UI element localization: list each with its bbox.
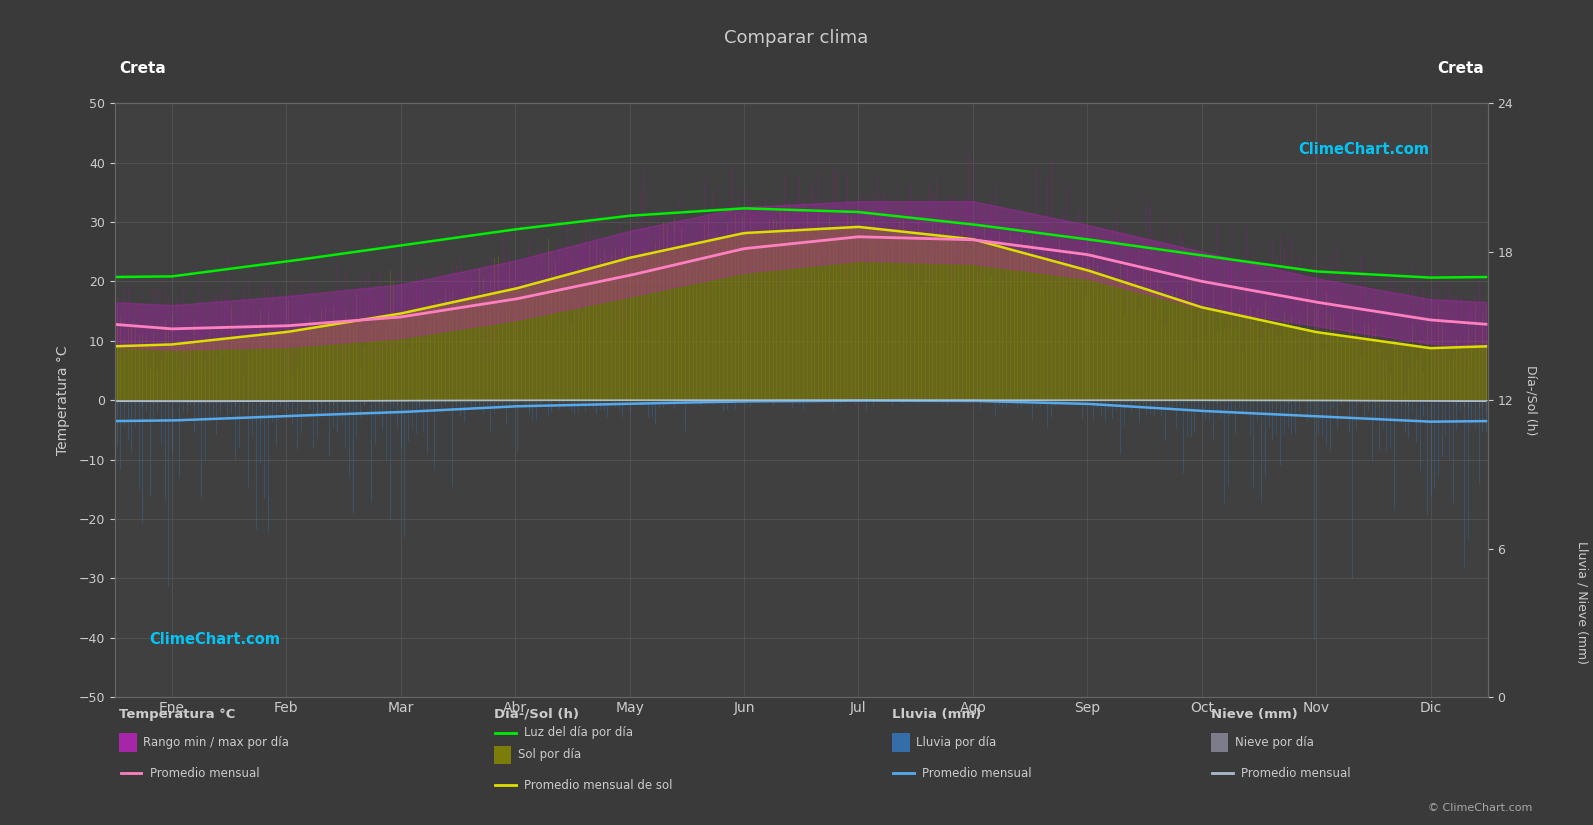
Text: Día-/Sol (h): Día-/Sol (h) xyxy=(494,708,578,721)
Text: Nieve por día: Nieve por día xyxy=(1235,736,1314,749)
Text: Promedio mensual: Promedio mensual xyxy=(150,766,260,780)
Y-axis label: Temperatura °C: Temperatura °C xyxy=(56,346,70,455)
Y-axis label: Día-/Sol (h): Día-/Sol (h) xyxy=(1525,365,1537,436)
Text: © ClimeChart.com: © ClimeChart.com xyxy=(1427,803,1532,813)
Text: Creta: Creta xyxy=(1437,61,1483,77)
Text: ClimeChart.com: ClimeChart.com xyxy=(150,632,280,647)
Text: Promedio mensual de sol: Promedio mensual de sol xyxy=(524,779,672,792)
Text: Comparar clima: Comparar clima xyxy=(725,29,868,47)
Text: Promedio mensual: Promedio mensual xyxy=(922,766,1032,780)
Text: Nieve (mm): Nieve (mm) xyxy=(1211,708,1297,721)
Text: Temperatura °C: Temperatura °C xyxy=(119,708,236,721)
Text: Promedio mensual: Promedio mensual xyxy=(1241,766,1351,780)
Text: Sol por día: Sol por día xyxy=(518,748,581,761)
Text: Rango min / max por día: Rango min / max por día xyxy=(143,736,290,749)
Text: Lluvia por día: Lluvia por día xyxy=(916,736,996,749)
Text: Luz del día por día: Luz del día por día xyxy=(524,726,632,739)
Text: ClimeChart.com: ClimeChart.com xyxy=(1298,142,1429,157)
Text: Lluvia / Nieve (mm): Lluvia / Nieve (mm) xyxy=(1575,540,1588,664)
Text: Lluvia (mm): Lluvia (mm) xyxy=(892,708,981,721)
Text: Creta: Creta xyxy=(119,61,166,77)
